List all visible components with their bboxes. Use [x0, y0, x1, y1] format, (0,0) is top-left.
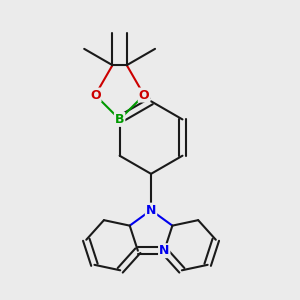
Text: N: N: [146, 204, 156, 217]
Text: N: N: [159, 244, 169, 257]
Text: B: B: [115, 113, 124, 126]
Text: O: O: [90, 88, 101, 101]
Text: O: O: [139, 88, 149, 101]
